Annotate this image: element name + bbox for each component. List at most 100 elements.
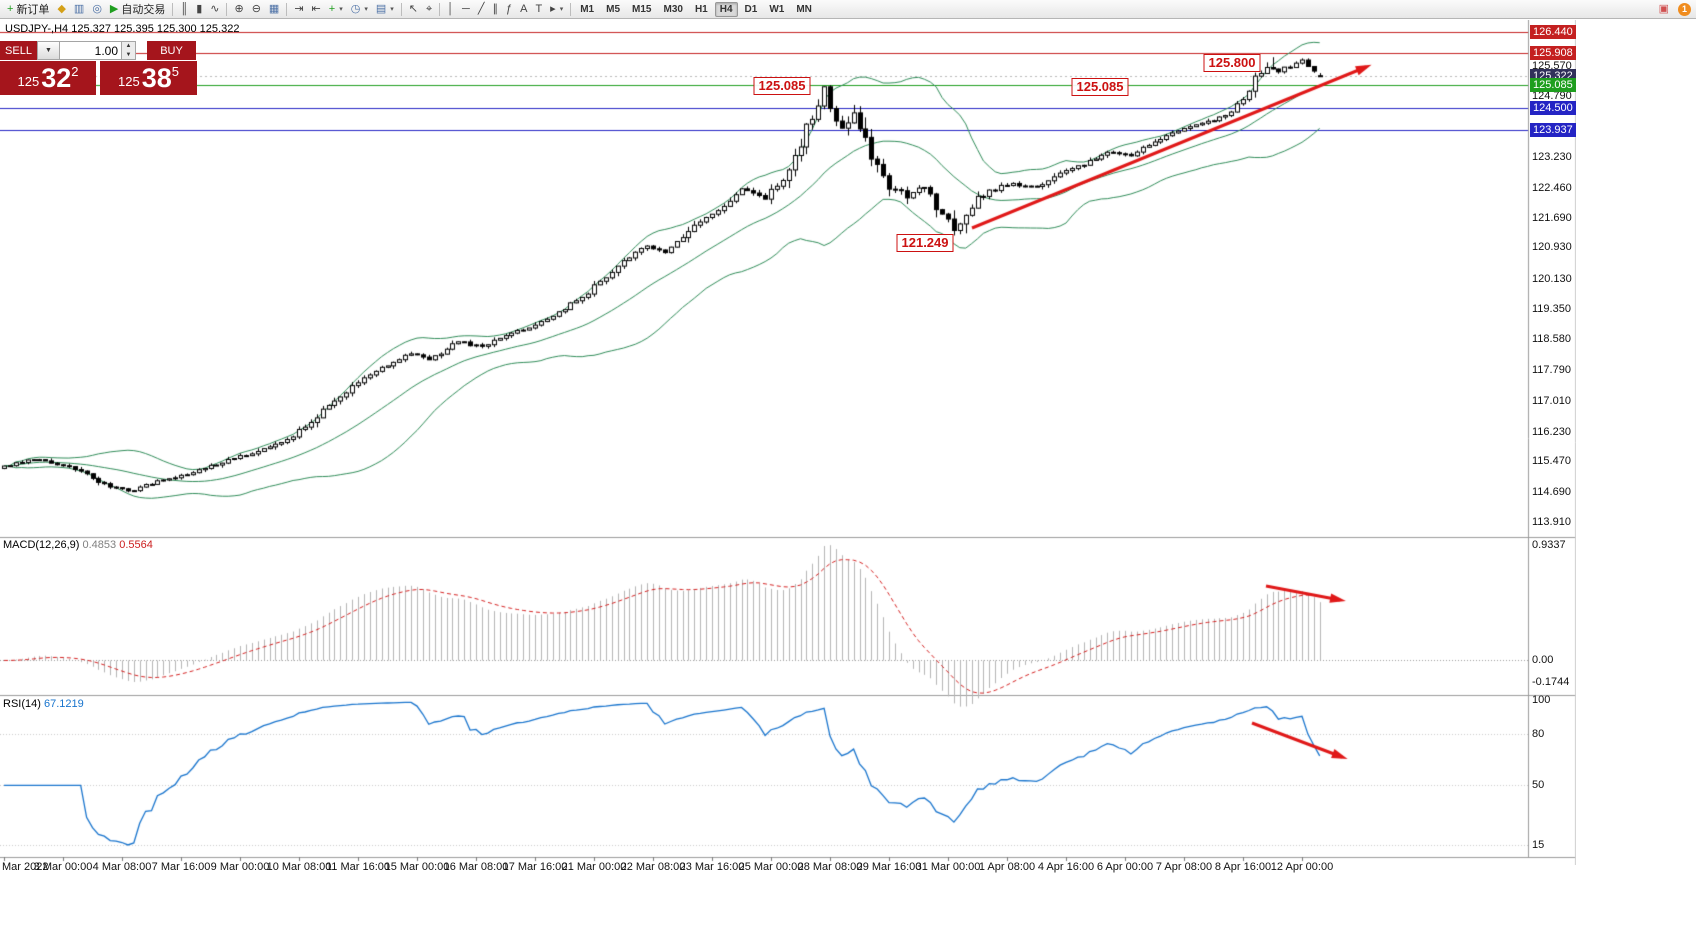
new-chart-icon: + xyxy=(328,2,336,15)
toolbar-separator xyxy=(172,2,174,16)
auto-trading-button-label: 自动交易 xyxy=(121,4,166,16)
buy-price-point: 5 xyxy=(171,64,179,79)
trendline-icon: ╱ xyxy=(477,2,485,15)
zoom-in-icon: ⊕ xyxy=(234,2,244,15)
navigator-icon[interactable]: ◎ xyxy=(88,0,106,18)
toolbar-right-icons: ▣ xyxy=(1655,0,1673,18)
zoom-in-icon[interactable]: ⊕ xyxy=(230,0,247,18)
chart-shift-icon[interactable]: ⇤ xyxy=(308,0,325,18)
cursor-icon[interactable]: ↖ xyxy=(405,0,422,18)
timeframe-h4-button[interactable]: H4 xyxy=(714,1,738,17)
text-icon[interactable]: A xyxy=(516,0,531,18)
market-watch-icon[interactable]: ◆ xyxy=(53,0,69,18)
toolbar-separator xyxy=(439,2,441,16)
new-order-button-label: 新订单 xyxy=(16,4,50,16)
sell-button[interactable]: SELL xyxy=(0,41,37,60)
chart-canvas[interactable] xyxy=(0,20,1576,865)
templates-dropdown[interactable]: ▤ ▾ xyxy=(372,0,398,18)
new-order-icon: + xyxy=(7,2,14,15)
text-icon: A xyxy=(520,2,528,15)
sell-price-point: 2 xyxy=(71,64,79,79)
timeframe-d1-button[interactable]: D1 xyxy=(744,3,758,15)
volume-input[interactable]: 1.00 xyxy=(60,41,122,60)
line-chart-icon[interactable]: ∿ xyxy=(206,0,223,18)
timeframe-w1-button[interactable]: W1 xyxy=(769,3,785,15)
auto-trading-button[interactable]: ▶ 自动交易 xyxy=(106,0,169,18)
chart-window: USDJPY-,H4 125.327 125.395 125.300 125.3… xyxy=(0,20,1576,898)
order-settings-dropdown[interactable]: ▼ xyxy=(37,41,60,60)
auto-scroll-icon: ⇥ xyxy=(294,2,304,15)
horizontal-line-icon: ─ xyxy=(462,2,470,15)
macd-label: MACD(12,26,9) 0.4853 0.5564 xyxy=(3,539,153,551)
macd-value-signal: 0.5564 xyxy=(119,539,153,551)
templates-icon: ▤ xyxy=(375,2,387,15)
one-click-trading-panel: SELL ▼ 1.00 ▲ ▼ BUY 125 32 2 125 38 5 xyxy=(0,41,197,95)
trendline-icon[interactable]: ╱ xyxy=(474,0,489,18)
text-label-icon: T xyxy=(535,2,543,15)
zoom-out-icon[interactable]: ⊖ xyxy=(248,0,265,18)
tile-windows-icon: ▦ xyxy=(268,2,280,15)
periods-icon: ◷ xyxy=(350,2,361,15)
buy-price-prefix: 125 xyxy=(118,73,140,89)
timeframe-m5-button[interactable]: M5 xyxy=(606,3,621,15)
candlestick-chart-icon: ▮ xyxy=(196,2,203,15)
toolbar-right: ▣ 1 xyxy=(1655,0,1693,18)
buy-button[interactable]: BUY xyxy=(147,41,196,60)
price-annotation[interactable]: 121.249 xyxy=(896,234,954,252)
fibonacci-icon[interactable]: ƒ xyxy=(502,0,516,18)
macd-name: MACD(12,26,9) xyxy=(3,539,80,551)
vertical-line-icon: │ xyxy=(447,2,455,15)
buy-price[interactable]: 125 38 5 xyxy=(100,61,197,95)
sell-price[interactable]: 125 32 2 xyxy=(0,61,96,95)
toolbar-separator xyxy=(286,2,288,16)
toolbar-buttons: + 新订单 ◆ ▥ ◎ ▶ 自动交易 ║ ▮ ∿ ⊕ ⊖ ▦ ⇥ ⇤ + ▾ ◷ ▾ ▤ ▾ ↖ ⌖ │ ─ ╱ ∥ ƒ A T ▸ ▾ xyxy=(3,0,574,18)
arrows-icon: ▸ xyxy=(550,2,556,15)
price-annotation[interactable]: 125.085 xyxy=(1071,78,1129,96)
arrows-dropdown[interactable]: ▸ ▾ xyxy=(546,0,567,18)
toolbar: + 新订单 ◆ ▥ ◎ ▶ 自动交易 ║ ▮ ∿ ⊕ ⊖ ▦ ⇥ ⇤ + ▾ ◷ ▾ ▤ ▾ ↖ ⌖ │ ─ ╱ ∥ ƒ A T ▸ ▾ M1… xyxy=(0,0,1696,19)
macd-value-main: 0.4853 xyxy=(82,539,117,551)
toolbar-separator xyxy=(400,2,402,16)
text-label-icon[interactable]: T xyxy=(531,0,546,18)
chart-annotations: 125.085 125.085 125.800 121.249 xyxy=(0,20,1576,898)
caret-down-icon: ▼ xyxy=(45,47,52,54)
tile-windows-icon[interactable]: ▦ xyxy=(265,0,283,18)
chart-title: USDJPY-,H4 125.327 125.395 125.300 125.3… xyxy=(5,23,240,35)
timeframe-m15-button[interactable]: M15 xyxy=(632,3,652,15)
market-watch-icon: ◆ xyxy=(57,2,66,15)
timeframe-mn-button[interactable]: MN xyxy=(796,3,812,15)
notification-badge[interactable]: 1 xyxy=(1678,2,1691,16)
channel-icon[interactable]: ∥ xyxy=(488,0,502,18)
notifications-icon: ▣ xyxy=(1658,2,1669,15)
auto-scroll-icon[interactable]: ⇥ xyxy=(290,0,307,18)
horizontal-line-icon[interactable]: ─ xyxy=(458,0,474,18)
chart-shift-icon: ⇤ xyxy=(311,2,321,15)
data-window-icon: ▥ xyxy=(73,2,85,15)
timeframe-h1-button[interactable]: H1 xyxy=(694,3,708,15)
timeframe-m1-button[interactable]: M1 xyxy=(580,3,595,15)
crosshair-icon: ⌖ xyxy=(425,2,433,15)
channel-icon: ∥ xyxy=(492,2,498,15)
sell-price-pips: 32 xyxy=(41,62,72,93)
volume-up-button[interactable]: ▲ xyxy=(125,43,132,50)
rsi-value: 67.1219 xyxy=(43,698,84,710)
candlestick-chart-icon[interactable]: ▮ xyxy=(192,0,206,18)
volume-down-button[interactable]: ▼ xyxy=(125,51,132,58)
price-annotation[interactable]: 125.085 xyxy=(753,77,811,95)
toolbar-separator xyxy=(226,2,228,16)
crosshair-icon[interactable]: ⌖ xyxy=(422,0,436,18)
bar-chart-icon[interactable]: ║ xyxy=(176,0,192,18)
fibonacci-icon: ƒ xyxy=(505,2,513,15)
vertical-line-icon[interactable]: │ xyxy=(443,0,458,18)
timeframe-buttons: M1 M5 M15 M30 H1 H4 D1 W1 MN xyxy=(574,1,818,17)
periods-dropdown[interactable]: ◷ ▾ xyxy=(347,0,372,18)
price-annotation[interactable]: 125.800 xyxy=(1203,54,1261,72)
timeframe-m30-button[interactable]: M30 xyxy=(663,3,683,15)
data-window-icon[interactable]: ▥ xyxy=(70,0,88,18)
caret-down-icon: ▾ xyxy=(390,6,394,13)
notifications-icon[interactable]: ▣ xyxy=(1655,0,1673,18)
rsi-label: RSI(14) 67.1219 xyxy=(3,698,84,710)
new-order-button[interactable]: + 新订单 xyxy=(3,0,53,18)
new-chart-dropdown[interactable]: + ▾ xyxy=(325,0,347,18)
